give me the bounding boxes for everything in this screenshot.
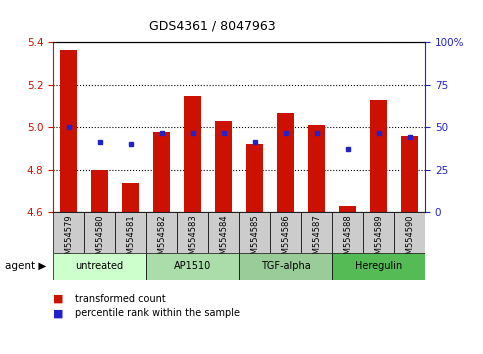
Bar: [363, 212, 394, 253]
Text: GSM554580: GSM554580: [95, 215, 104, 265]
Bar: [208, 212, 239, 253]
Text: GSM554579: GSM554579: [64, 215, 73, 265]
Bar: [246, 144, 263, 212]
Text: GSM554585: GSM554585: [250, 215, 259, 265]
Text: GSM554589: GSM554589: [374, 215, 383, 265]
Bar: [239, 253, 332, 280]
Bar: [60, 50, 77, 212]
Bar: [177, 212, 208, 253]
Bar: [184, 96, 201, 212]
Bar: [146, 253, 239, 280]
Bar: [332, 253, 425, 280]
Text: Heregulin: Heregulin: [355, 261, 402, 272]
Bar: [215, 121, 232, 212]
Bar: [91, 170, 108, 212]
Bar: [394, 212, 425, 253]
Bar: [53, 212, 84, 253]
Bar: [308, 125, 325, 212]
Bar: [332, 212, 363, 253]
Bar: [122, 183, 139, 212]
Text: GSM554583: GSM554583: [188, 215, 197, 265]
Text: GDS4361 / 8047963: GDS4361 / 8047963: [149, 19, 276, 33]
Bar: [277, 113, 294, 212]
Bar: [153, 132, 170, 212]
Text: TGF-alpha: TGF-alpha: [261, 261, 311, 272]
Bar: [301, 212, 332, 253]
Bar: [401, 136, 418, 212]
Text: ■: ■: [53, 308, 64, 318]
Text: untreated: untreated: [75, 261, 124, 272]
Text: GSM554588: GSM554588: [343, 215, 352, 265]
Text: GSM554587: GSM554587: [312, 215, 321, 265]
Bar: [339, 206, 356, 212]
Text: agent ▶: agent ▶: [5, 261, 46, 272]
Text: ■: ■: [53, 294, 64, 304]
Bar: [84, 212, 115, 253]
Bar: [270, 212, 301, 253]
Bar: [239, 212, 270, 253]
Text: GSM554590: GSM554590: [405, 215, 414, 265]
Text: percentile rank within the sample: percentile rank within the sample: [75, 308, 240, 318]
Text: GSM554584: GSM554584: [219, 215, 228, 265]
Bar: [146, 212, 177, 253]
Text: transformed count: transformed count: [75, 294, 166, 304]
Text: GSM554582: GSM554582: [157, 215, 166, 265]
Text: AP1510: AP1510: [174, 261, 211, 272]
Text: GSM554581: GSM554581: [126, 215, 135, 265]
Bar: [370, 100, 387, 212]
Bar: [115, 212, 146, 253]
Bar: [53, 253, 146, 280]
Text: GSM554586: GSM554586: [281, 215, 290, 265]
